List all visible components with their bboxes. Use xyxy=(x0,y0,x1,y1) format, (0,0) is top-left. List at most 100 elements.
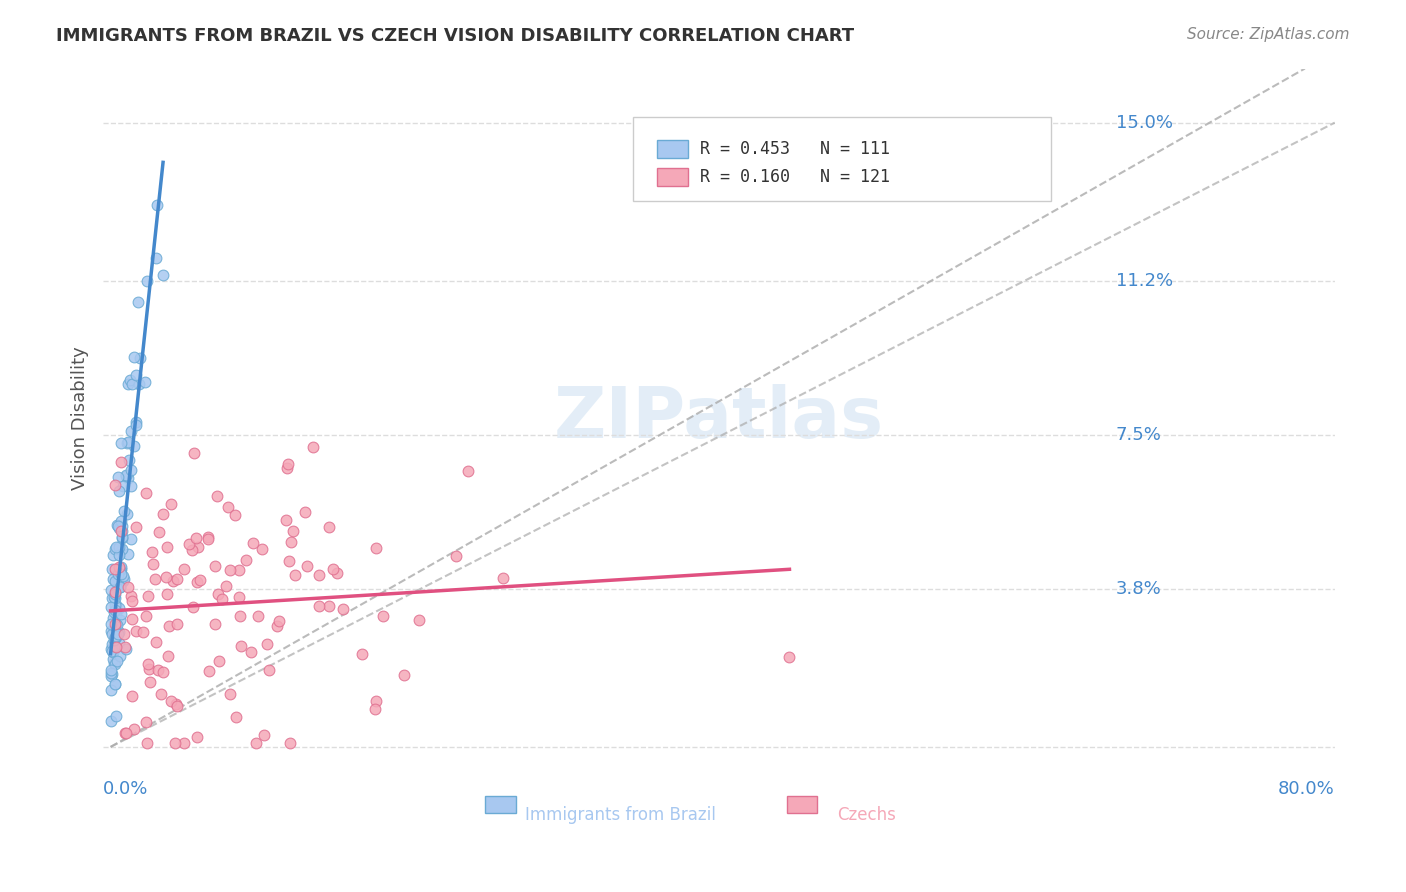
Point xyxy=(163,736,186,750)
Point xyxy=(110,455,132,469)
Point xyxy=(444,549,467,563)
Point xyxy=(110,524,132,538)
Point xyxy=(104,602,127,616)
Point xyxy=(114,725,136,739)
Point xyxy=(156,540,179,554)
Point xyxy=(120,589,142,603)
Point xyxy=(122,439,145,453)
Point xyxy=(107,540,129,554)
Point xyxy=(101,645,124,659)
Point xyxy=(100,583,122,598)
Point xyxy=(136,274,159,288)
Point xyxy=(117,471,139,485)
Point xyxy=(111,479,134,493)
Text: Source: ZipAtlas.com: Source: ZipAtlas.com xyxy=(1187,27,1350,42)
Point xyxy=(207,587,229,601)
Point xyxy=(100,644,122,658)
Point xyxy=(229,639,252,653)
FancyBboxPatch shape xyxy=(787,796,817,814)
Point xyxy=(100,641,122,656)
Point xyxy=(104,617,127,632)
Point xyxy=(152,268,174,282)
Point xyxy=(120,424,142,438)
Text: ZIPatlas: ZIPatlas xyxy=(554,384,884,452)
Point xyxy=(125,418,148,433)
Point xyxy=(107,627,129,641)
Point xyxy=(492,570,515,584)
Point xyxy=(276,513,298,527)
Point xyxy=(114,468,136,483)
Point xyxy=(100,663,122,677)
Point xyxy=(208,653,231,667)
Point xyxy=(318,599,340,613)
Point xyxy=(121,377,143,392)
Point xyxy=(145,198,167,212)
Point xyxy=(308,599,330,614)
Point xyxy=(107,572,129,586)
Point xyxy=(229,608,252,623)
Point xyxy=(117,580,139,594)
Point xyxy=(112,504,135,518)
Point xyxy=(100,562,122,576)
Point xyxy=(278,736,301,750)
Point xyxy=(105,518,128,533)
Point xyxy=(159,693,181,707)
Point xyxy=(242,535,264,549)
Point xyxy=(322,562,344,576)
Point xyxy=(100,714,122,729)
Point xyxy=(148,663,170,677)
Point xyxy=(294,506,316,520)
Point xyxy=(110,607,132,621)
Point xyxy=(240,645,263,659)
Point xyxy=(120,372,142,386)
Point xyxy=(108,549,131,563)
Point xyxy=(228,563,250,577)
Point xyxy=(104,709,127,723)
Point xyxy=(180,543,202,558)
Point xyxy=(188,573,211,587)
Point xyxy=(148,524,170,539)
Point xyxy=(104,676,127,690)
Point xyxy=(157,619,180,633)
FancyBboxPatch shape xyxy=(633,118,1052,202)
Point xyxy=(394,667,416,681)
Point xyxy=(112,572,135,586)
Point xyxy=(457,464,479,478)
Point xyxy=(108,580,131,594)
Point xyxy=(103,632,125,647)
Point xyxy=(108,483,131,498)
Point xyxy=(104,639,127,653)
Point xyxy=(105,581,128,595)
Point xyxy=(197,532,219,546)
Point xyxy=(117,434,139,449)
Point xyxy=(135,608,157,623)
Point xyxy=(150,688,173,702)
Point xyxy=(104,587,127,601)
Point xyxy=(103,652,125,666)
Point xyxy=(115,726,138,740)
Point xyxy=(217,500,239,515)
Text: R = 0.160   N = 121: R = 0.160 N = 121 xyxy=(700,168,890,186)
Point xyxy=(152,507,174,521)
Point xyxy=(276,460,298,475)
Point xyxy=(277,457,299,471)
Text: Immigrants from Brazil: Immigrants from Brazil xyxy=(524,806,716,824)
Point xyxy=(108,649,131,664)
Point xyxy=(125,520,148,534)
Point xyxy=(107,470,129,484)
Point xyxy=(256,637,278,651)
Point xyxy=(108,600,131,615)
Point xyxy=(181,599,204,614)
Point xyxy=(104,591,127,606)
Point xyxy=(143,572,166,586)
Point xyxy=(121,463,143,477)
Point xyxy=(141,545,163,559)
Point xyxy=(155,586,177,600)
Point xyxy=(115,507,138,521)
Point xyxy=(364,694,387,708)
Point xyxy=(100,591,122,605)
Point xyxy=(117,436,139,450)
Point xyxy=(205,489,228,503)
Point xyxy=(105,654,128,668)
Point xyxy=(114,640,136,655)
